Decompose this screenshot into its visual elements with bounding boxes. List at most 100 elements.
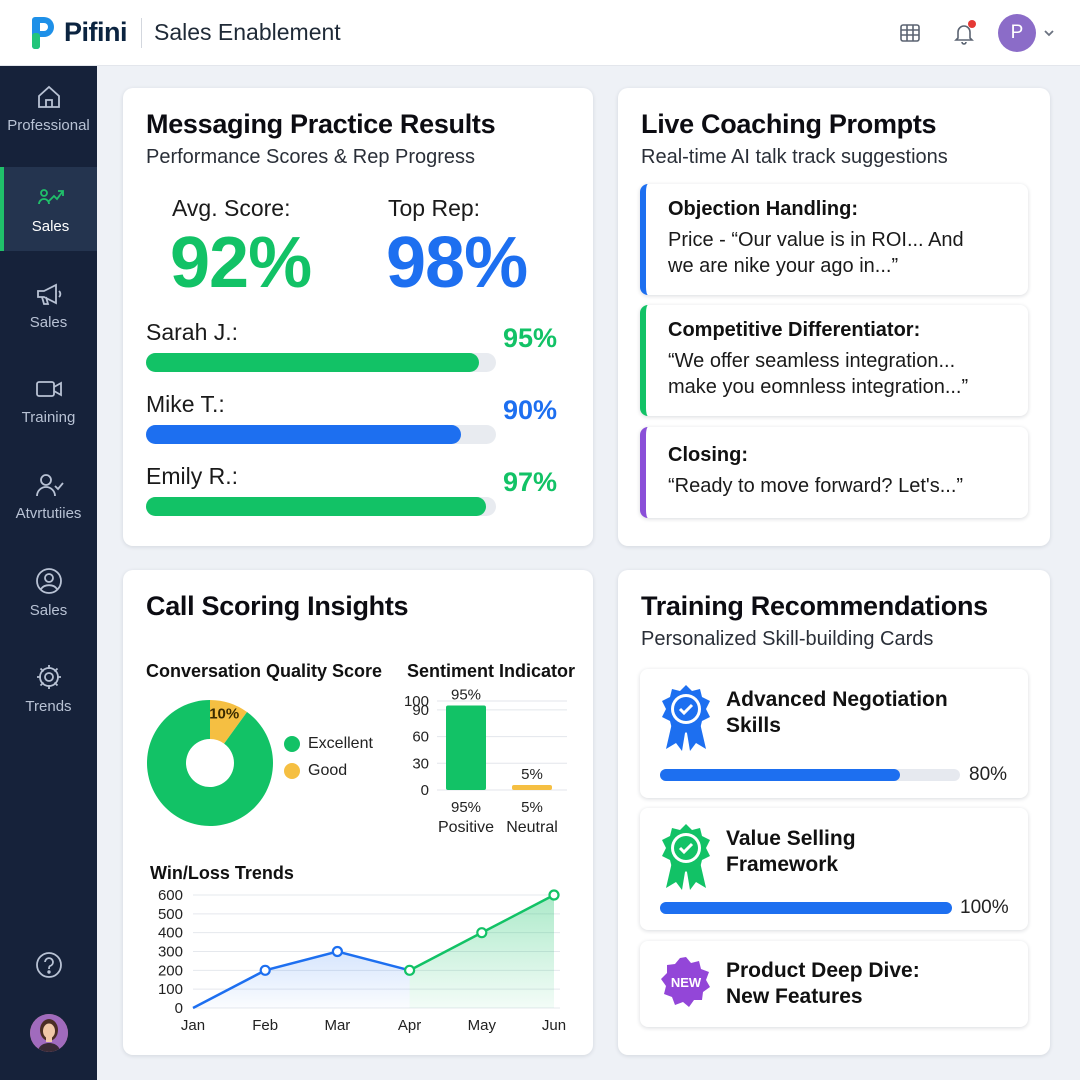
pie-slice-label: 10% (209, 705, 239, 722)
training-card-negotiation[interactable]: Advanced Negotiation Skills 80% (640, 669, 1028, 798)
legend-good: Good (284, 762, 347, 780)
legend-label: Excellent (308, 735, 373, 752)
y-tick-label: 60 (412, 729, 429, 746)
sidebar-item-label: Trends (25, 697, 72, 715)
rep-progress-bar (146, 497, 496, 516)
legend-dot (284, 736, 300, 752)
rep-progress-bar (146, 353, 496, 372)
bar-value-label: 95% (451, 686, 481, 703)
training-title-line: Skills (726, 714, 781, 737)
sidebar-item-sales-campaigns[interactable]: Sales (0, 263, 97, 347)
training-progress-bar (660, 902, 952, 914)
card-subtitle: Personalized Skill-building Cards (641, 628, 934, 650)
brand-logo[interactable]: Pifini (30, 15, 128, 51)
training-progress-bar (660, 769, 960, 781)
rep-score: 95% (503, 323, 558, 353)
sidebar-item-training[interactable]: Training (0, 358, 97, 442)
app-title: Sales Enablement (154, 19, 341, 45)
sidebar-item-sales-active[interactable]: Sales (0, 167, 97, 251)
sidebar-item-sales-profile[interactable]: Sales (0, 550, 97, 634)
x-value-label: 95% (451, 799, 481, 816)
x-tick-label: May (468, 1017, 497, 1034)
y-tick-label: 500 (158, 906, 183, 923)
trend-up-icon (37, 188, 64, 204)
pie-slice-good (210, 700, 248, 744)
card-subtitle: Performance Scores & Rep Progress (146, 146, 476, 168)
bar-neutral (512, 785, 552, 790)
new-badge-icon: NEW (661, 957, 710, 1007)
y-tick-label: 0 (175, 1000, 183, 1017)
training-title-line: Product Deep Dive: (726, 959, 920, 982)
sidebar-item-label: Professional (7, 116, 90, 134)
rep-progress-bar (146, 425, 496, 444)
win-loss-heading: Win/Loss Trends (150, 863, 294, 883)
training-progress-value: 100% (960, 897, 1009, 918)
training-progress-fill (660, 769, 900, 781)
data-point (331, 945, 343, 958)
x-tick-label: Feb (252, 1017, 278, 1034)
card-title: Call Scoring Insights (146, 591, 409, 621)
help-button[interactable] (0, 950, 97, 980)
grid-view-icon[interactable] (890, 13, 930, 53)
training-title: Advanced Negotiation Skills (726, 687, 948, 739)
top-rep-value: 98% (386, 223, 528, 303)
coaching-prompt-objection[interactable]: Objection Handling: Price - “Our value i… (640, 184, 1028, 295)
training-title: Product Deep Dive: New Features (726, 958, 920, 1010)
avg-score-label: Avg. Score: (172, 195, 291, 221)
y-tick-label: 600 (158, 887, 183, 904)
sidebar-item-activities[interactable]: Atvrtutiies (0, 454, 97, 538)
y-tick-label: 400 (158, 925, 183, 942)
video-camera-icon (35, 380, 62, 397)
training-title-line: Advanced Negotiation (726, 688, 948, 711)
help-icon (35, 952, 62, 978)
prompt-text: we are nike your ago in...” (668, 255, 899, 277)
prompt-title: Closing: (668, 444, 748, 466)
data-point (404, 964, 416, 976)
user-check-icon (35, 473, 64, 496)
quality-donut-chart: 10% 90% (147, 700, 273, 830)
notification-bell-icon[interactable] (944, 13, 984, 53)
coaching-prompt-differentiator[interactable]: Competitive Differentiator: “We offer se… (640, 305, 1028, 416)
title-divider (141, 17, 142, 48)
home-icon (37, 85, 60, 108)
training-title: Value Selling Framework (726, 826, 856, 878)
brand-name: Pifini (64, 17, 128, 47)
rep-name: Sarah J.: (146, 319, 239, 345)
legend-label: Good (308, 762, 348, 779)
y-tick-label: 100 (404, 693, 429, 710)
profile-avatar[interactable] (0, 1014, 97, 1052)
coaching-prompt-closing[interactable]: Closing: “Ready to move forward? Let's..… (640, 427, 1028, 518)
prompt-text: make you eomnless integration...” (668, 376, 969, 398)
pifini-logo-icon (32, 16, 54, 49)
chevron-down-icon[interactable] (1042, 26, 1056, 40)
notification-dot (968, 20, 976, 28)
top-bar: Pifini Sales Enablement P (0, 0, 1080, 66)
top-rep-label: Top Rep: (388, 195, 481, 221)
prompt-text: “Ready to move forward? Let's...” (668, 475, 964, 497)
bar-value-label: 5% (521, 766, 543, 783)
new-badge-text: NEW (671, 975, 702, 990)
prompt-title: Competitive Differentiator: (668, 319, 921, 341)
card-title: Training Recommendations (641, 591, 988, 621)
data-point (476, 927, 488, 939)
training-progress-value: 80% (969, 764, 1008, 785)
sidebar-item-label: Sales (29, 601, 68, 619)
rep-score: 97% (503, 467, 558, 497)
sidebar-item-professional[interactable]: Professional (0, 66, 97, 150)
quality-score-heading: Conversation Quality Score (146, 661, 383, 681)
training-card-value-selling[interactable]: Value Selling Framework 100% (640, 808, 1028, 930)
rep-name: Emily R.: (146, 463, 238, 489)
card-title: Live Coaching Prompts (641, 109, 937, 139)
user-avatar[interactable]: P (998, 14, 1036, 52)
sidebar-item-trends[interactable]: Trends (0, 646, 97, 730)
rep-progress-fill (146, 497, 486, 516)
legend-dot (284, 763, 300, 779)
x-tick-label: Jun (542, 1017, 566, 1034)
y-tick-label: 0 (421, 782, 429, 799)
area-fill-green (409, 895, 554, 1008)
sidebar-item-label: Sales (29, 313, 68, 331)
sidebar-item-label: Sales (31, 217, 70, 235)
y-tick-label: 200 (158, 962, 183, 979)
training-card-product-deep-dive[interactable]: NEW Product Deep Dive: New Features (640, 941, 1028, 1027)
